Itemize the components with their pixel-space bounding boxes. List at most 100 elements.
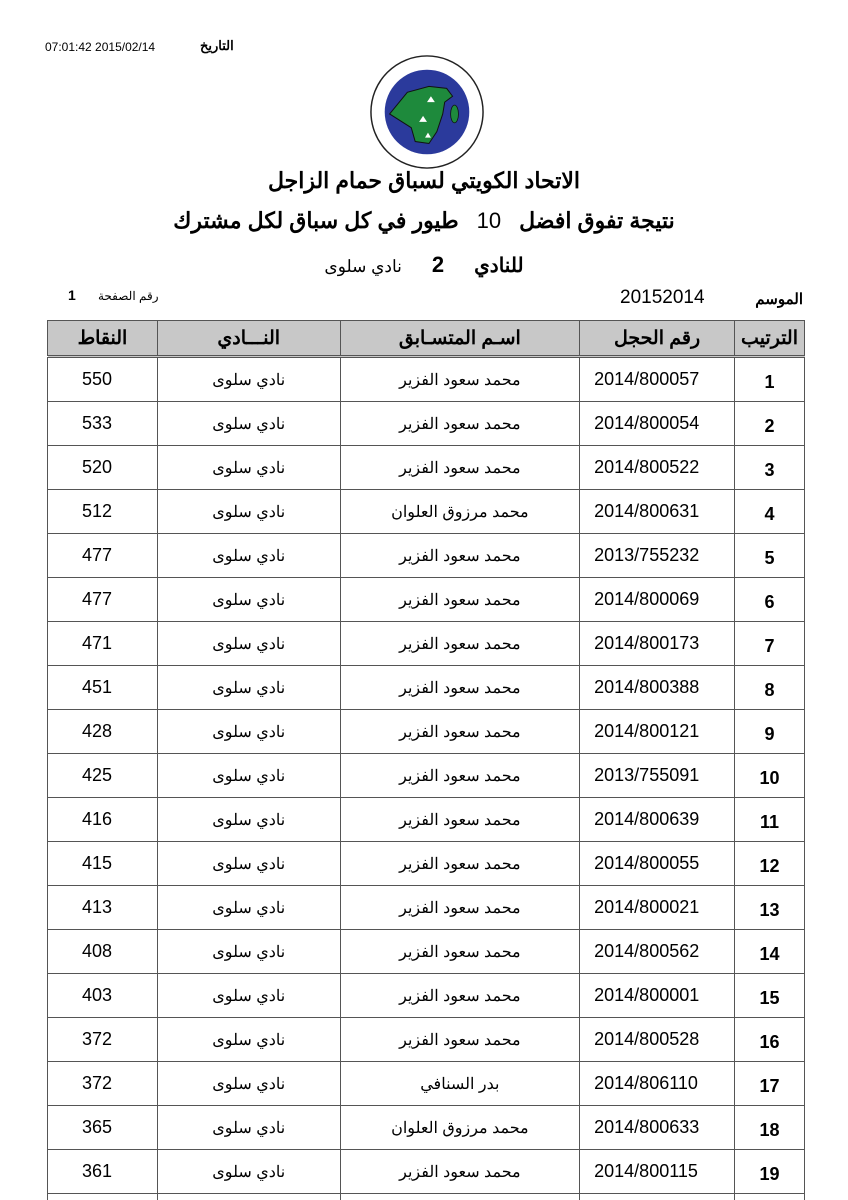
ring-number-cell: 2014/800055 — [579, 841, 736, 886]
participant-cell: محمد سعود الفزير — [339, 621, 581, 666]
club-cell: نادي سلوى — [156, 1061, 341, 1106]
subtitle-number: 10 — [476, 208, 502, 233]
table-row: 18 2014/800633 محمد مرزوق العلوان نادي سلوى… — [47, 1105, 805, 1150]
rank-cell: 19 — [734, 1149, 805, 1194]
club-cell: نادي سلوى — [156, 709, 341, 754]
table-row: 10 2013/755091 محمد سعود الفزير نادي سلوى 42… — [47, 753, 805, 798]
rank-cell: 3 — [734, 445, 805, 490]
participant-cell: بدر السنافي — [339, 1061, 581, 1106]
club-cell: نادي سلوى — [156, 1193, 341, 1200]
participant-cell: محمد سعود الفزير — [339, 753, 581, 798]
rank-cell: 14 — [734, 929, 805, 974]
table-row: 8 2014/800388 محمد سعود الفزير نادي سلوى 451 — [47, 665, 805, 710]
club-cell: نادي سلوى — [156, 401, 341, 446]
page-number-label: رقم الصفحة — [98, 289, 159, 303]
rank-cell: 5 — [734, 533, 805, 578]
rank-cell: 10 — [734, 753, 805, 798]
table-row: 6 2014/800069 محمد سعود الفزير نادي سلوى 477 — [47, 577, 805, 622]
ring-number-cell: 2014/800522 — [579, 445, 736, 490]
table-row: 1 2014/800057 محمد سعود الفزير نادي سلوى 550 — [47, 356, 805, 402]
rank-cell: 11 — [734, 797, 805, 842]
table-row: 12 2014/800055 محمد سعود الفزير نادي سلوى 41… — [47, 841, 805, 886]
participant-cell: محمد سعود الفزير — [339, 665, 581, 710]
participant-cell: محمد سعود الفزير — [339, 577, 581, 622]
ring-number-cell: 2014/800528 — [579, 1017, 736, 1062]
participant-cell: محمد سعود الفزير — [339, 1193, 581, 1200]
points-cell: 361 — [47, 1149, 158, 1194]
report-title: الاتحاد الكويتي لسباق حمام الزاجل — [267, 168, 581, 193]
participant-cell: محمد سعود الفزير — [339, 885, 581, 930]
points-cell: 408 — [47, 929, 158, 974]
ring-number-cell: 2014/800631 — [579, 489, 736, 534]
rank-cell: 13 — [734, 885, 805, 930]
points-cell: 372 — [47, 1061, 158, 1106]
participant-cell: محمد سعود الفزير — [339, 1149, 581, 1194]
participant-cell: محمد سعود الفزير — [339, 797, 581, 842]
points-cell: 416 — [47, 797, 158, 842]
club-cell: نادي سلوى — [156, 1105, 341, 1150]
table-row: 5 2013/755232 محمد سعود الفزير نادي سلوى 477 — [47, 533, 805, 578]
table-row: 14 2014/800562 محمد سعود الفزير نادي سلوى 40… — [47, 929, 805, 974]
ring-number-cell: 2014/800388 — [579, 665, 736, 710]
col-header-participant: اسـم المتسـابق — [339, 320, 581, 358]
points-cell: 520 — [47, 445, 158, 490]
ring-number-cell: 2014/800173 — [579, 621, 736, 666]
participant-cell: محمد سعود الفزير — [339, 929, 581, 974]
season-value: 20152014 — [620, 287, 705, 308]
col-header-points: النقاط — [47, 320, 158, 358]
rank-cell: 8 — [734, 665, 805, 710]
ring-number-cell: 2014/800069 — [579, 577, 736, 622]
club-cell: نادي سلوى — [156, 1017, 341, 1062]
club-cell: نادي سلوى — [156, 445, 341, 490]
table-row: 9 2014/800121 محمد سعود الفزير نادي سلوى 428 — [47, 709, 805, 754]
col-header-ring-number: رقم الحجل — [579, 320, 736, 358]
table-header-row: الترتيب رقم الحجل اسـم المتسـابق النـــا… — [47, 320, 805, 358]
rank-cell: 1 — [734, 356, 805, 402]
participant-cell: محمد سعود الفزير — [339, 445, 581, 490]
points-cell: 451 — [47, 665, 158, 710]
season-label: الموسم — [755, 291, 803, 308]
ring-number-cell: 2014/800562 — [579, 929, 736, 974]
participant-cell: محمد سعود الفزير — [339, 1017, 581, 1062]
club-cell: نادي سلوى — [156, 841, 341, 886]
print-datetime: 07:01:42 2015/02/14 — [45, 40, 156, 54]
club-cell: نادي سلوى — [156, 1149, 341, 1194]
participant-cell: محمد مرزوق العلوان — [339, 1105, 581, 1150]
table-row: 11 2014/800639 محمد سعود الفزير نادي سلوى 41… — [47, 797, 805, 842]
ring-number-cell: 2014/800115 — [579, 1149, 736, 1194]
participant-cell: محمد مرزوق العلوان — [339, 489, 581, 534]
rank-cell: 7 — [734, 621, 805, 666]
points-cell: 533 — [47, 401, 158, 446]
ring-number-cell: 2013/755197 — [579, 1193, 736, 1200]
participant-cell: محمد سعود الفزير — [339, 356, 581, 402]
subtitle-after: طيور في كل سباق لكل مشترك — [173, 208, 459, 233]
ring-number-cell: 2014/800054 — [579, 401, 736, 446]
participant-cell: محمد سعود الفزير — [339, 533, 581, 578]
subtitle-before: نتيجة تفوق افضل — [519, 208, 675, 233]
club-number: 2 — [431, 252, 445, 277]
rank-cell: 6 — [734, 577, 805, 622]
points-cell: 365 — [47, 1105, 158, 1150]
date-label: التاريخ — [200, 38, 234, 53]
participant-cell: محمد سعود الفزير — [339, 401, 581, 446]
table-row: 7 2014/800173 محمد سعود الفزير نادي سلوى 471 — [47, 621, 805, 666]
club-label: للنادي — [474, 255, 524, 277]
table-row: 19 2014/800115 محمد سعود الفزير نادي سلوى 36… — [47, 1149, 805, 1194]
rank-cell: 20 — [734, 1193, 805, 1200]
participant-cell: محمد سعود الفزير — [339, 709, 581, 754]
points-cell: 403 — [47, 973, 158, 1018]
points-cell: 359 — [47, 1193, 158, 1200]
table-row: 16 2014/800528 محمد سعود الفزير نادي سلوى 37… — [47, 1017, 805, 1062]
club-name: نادي سلوى — [324, 257, 402, 276]
club-cell: نادي سلوى — [156, 885, 341, 930]
club-cell: نادي سلوى — [156, 753, 341, 798]
ring-number-cell: 2013/755232 — [579, 533, 736, 578]
participant-cell: محمد سعود الفزير — [339, 841, 581, 886]
club-cell: نادي سلوى — [156, 797, 341, 842]
ring-number-cell: 2014/800001 — [579, 973, 736, 1018]
participant-cell: محمد سعود الفزير — [339, 973, 581, 1018]
points-cell: 477 — [47, 577, 158, 622]
col-header-club: النـــادي — [156, 320, 341, 358]
club-cell: نادي سلوى — [156, 533, 341, 578]
